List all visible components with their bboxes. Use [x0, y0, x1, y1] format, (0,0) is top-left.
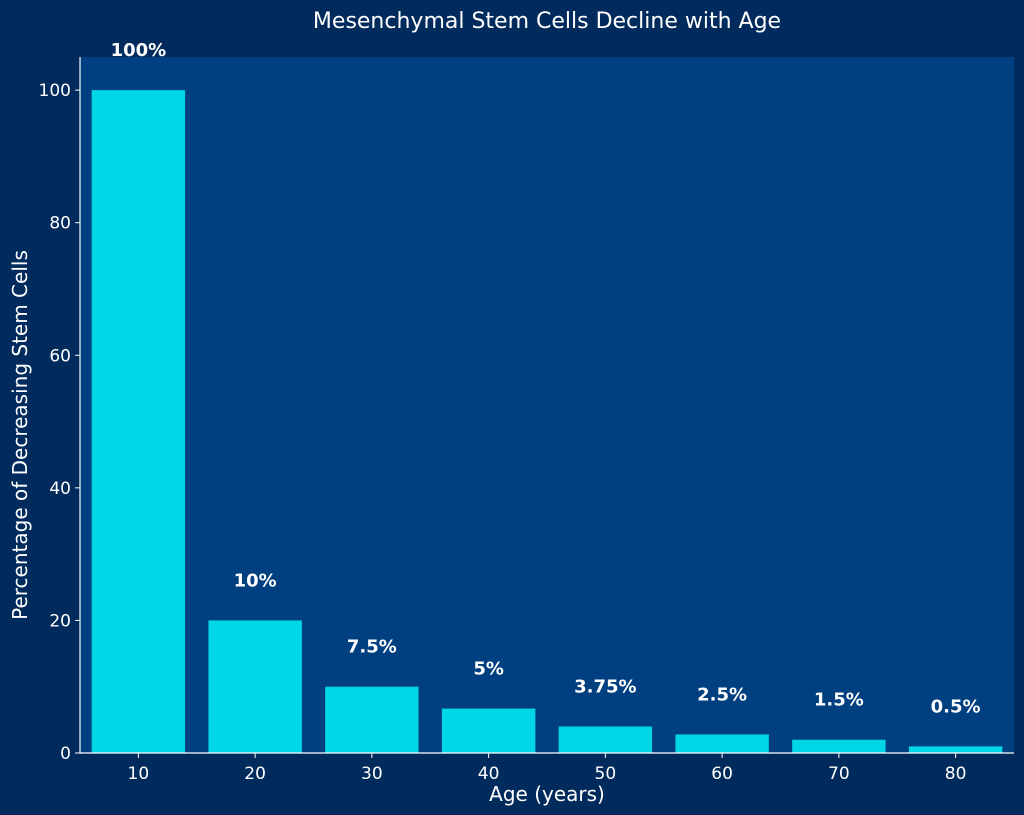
data-label-60: 2.5% — [697, 684, 747, 705]
x-axis-ticks: 10 20 30 40 50 60 70 80 — [128, 753, 967, 784]
y-axis-label: Percentage of Decreasing Stem Cells — [8, 250, 32, 620]
x-tick-label-20: 20 — [244, 764, 266, 784]
y-tick-label-60: 60 — [49, 346, 71, 366]
bar-20 — [208, 620, 302, 753]
data-label-10: 100% — [111, 40, 167, 61]
bar-70 — [792, 739, 886, 753]
bars-group — [91, 90, 1003, 753]
data-labels-group: 100% 10% 7.5% 5% 3.75% 2.5% 1.5% 0.5% — [111, 40, 981, 717]
bar-50 — [558, 726, 653, 753]
data-label-40: 5% — [473, 659, 504, 680]
bar-60 — [675, 734, 769, 753]
x-tick-label-30: 30 — [361, 764, 383, 784]
y-tick-label-0: 0 — [60, 744, 71, 764]
bar-80 — [908, 746, 1003, 753]
bar-40 — [441, 708, 536, 753]
x-tick-label-70: 70 — [828, 764, 850, 784]
data-label-20: 10% — [234, 570, 277, 591]
x-axis-label: Age (years) — [489, 782, 605, 806]
y-tick-label-40: 40 — [49, 479, 71, 499]
x-tick-label-50: 50 — [595, 764, 617, 784]
x-tick-label-40: 40 — [478, 764, 500, 784]
y-tick-label-20: 20 — [49, 611, 71, 631]
data-label-70: 1.5% — [814, 690, 864, 711]
y-tick-label-80: 80 — [49, 214, 71, 234]
y-tick-label-100: 100 — [39, 81, 71, 101]
data-label-80: 0.5% — [931, 696, 981, 717]
x-tick-label-60: 60 — [711, 764, 733, 784]
chart-title: Mesenchymal Stem Cells Decline with Age — [313, 9, 781, 34]
x-tick-label-80: 80 — [945, 764, 967, 784]
x-tick-label-10: 10 — [128, 764, 150, 784]
bar-10 — [91, 90, 186, 753]
data-label-30: 7.5% — [347, 637, 397, 658]
data-label-50: 3.75% — [574, 676, 636, 697]
bar-30 — [325, 686, 419, 753]
y-axis-ticks: 0 20 40 60 80 100 — [39, 81, 80, 764]
